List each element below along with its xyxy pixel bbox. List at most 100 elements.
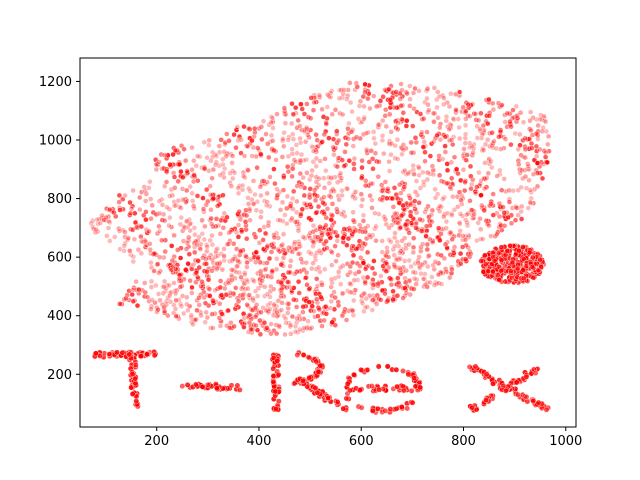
scatter-point (507, 242, 513, 249)
scatter-point (351, 297, 357, 304)
scatter-point (210, 195, 217, 202)
scatter-point (242, 270, 248, 276)
scatter-point (470, 145, 477, 152)
scatter-point (465, 251, 471, 257)
scatter-point (523, 373, 530, 380)
scatter-point (272, 388, 279, 395)
scatter-point (263, 131, 269, 137)
scatter-point (411, 105, 417, 112)
scatter-point (301, 325, 307, 331)
scatter-point (208, 252, 214, 258)
x-tick-label: 200 (144, 434, 169, 449)
scatter-point (379, 238, 385, 244)
scatter-point (206, 286, 213, 292)
scatter-point (401, 207, 408, 213)
scatter-point (187, 278, 193, 284)
scatter-point (317, 224, 323, 230)
scatter-point (406, 257, 412, 264)
scatter-point (344, 380, 351, 387)
scatter-point (176, 278, 183, 284)
scatter-point (481, 130, 487, 136)
scatter-point (494, 231, 500, 238)
scatter-point (361, 308, 367, 315)
scatter-point (513, 103, 519, 110)
scatter-point (444, 180, 450, 187)
scatter-point (336, 95, 343, 102)
scatter-point (450, 115, 456, 122)
scatter-point (383, 106, 389, 113)
scatter-point (189, 290, 195, 296)
scatter-point (221, 253, 227, 259)
scatter-point (153, 166, 160, 173)
scatter-point (450, 193, 456, 200)
scatter-point (299, 106, 305, 112)
scatter-point (411, 275, 418, 282)
scatter-point (498, 244, 505, 251)
scatter-point (264, 202, 270, 209)
scatter-point (457, 211, 464, 217)
scatter-point (238, 136, 245, 143)
scatter-point (280, 187, 287, 193)
x-tick-label: 800 (451, 434, 476, 449)
scatter-point (136, 286, 142, 293)
scatter-point (467, 163, 474, 170)
scatter-point (294, 150, 300, 156)
scatter-point (116, 192, 123, 199)
scatter-point (342, 213, 348, 219)
scatter-point (275, 398, 282, 405)
scatter-point (304, 282, 310, 288)
scatter-point (437, 136, 444, 143)
scatter-point (498, 267, 505, 274)
scatter-point (405, 371, 412, 378)
scatter-point (352, 189, 359, 195)
scatter-point (498, 257, 505, 263)
scatter-point (461, 146, 467, 152)
scatter-point (305, 132, 311, 138)
scatter-point (526, 177, 532, 184)
scatter-point (368, 148, 374, 154)
scatter-point (387, 97, 394, 103)
scatter-point (324, 104, 331, 110)
scatter-point (535, 399, 542, 406)
scatter-point (346, 157, 352, 164)
scatter-point (338, 281, 344, 287)
scatter-point (220, 225, 227, 231)
y-tick-label: 1200 (39, 75, 72, 90)
scatter-point (202, 223, 208, 230)
scatter-point (208, 325, 214, 331)
scatter-point (397, 96, 403, 102)
scatter-point (434, 104, 440, 111)
scatter-point (319, 230, 325, 236)
scatter-point (308, 250, 314, 257)
scatter-point (444, 161, 450, 167)
scatter-point (173, 202, 179, 208)
scatter-point (116, 228, 123, 234)
scatter-point (234, 124, 241, 130)
scatter-point (172, 290, 179, 297)
scatter-point (430, 238, 436, 244)
scatter-point (244, 279, 251, 285)
scatter-point (212, 162, 219, 168)
scatter-point (325, 395, 332, 401)
scatter-point (313, 358, 320, 365)
scatter-point (338, 175, 345, 181)
scatter-point (451, 154, 458, 160)
scatter-point (434, 132, 440, 139)
scatter-point (103, 214, 109, 221)
scatter-point (480, 145, 486, 152)
scatter-point (526, 166, 532, 173)
scatter-point (279, 154, 286, 160)
scatter-point (310, 159, 316, 165)
scatter-point (307, 325, 314, 332)
scatter-point (411, 286, 417, 292)
scatter-point (238, 150, 244, 156)
scatter-point (394, 105, 400, 111)
scatter-point (522, 173, 529, 180)
scatter-point (365, 95, 371, 102)
scatter-point (199, 217, 205, 224)
scatter-point (221, 210, 228, 217)
scatter-point (438, 231, 444, 237)
scatter-point (237, 216, 244, 223)
scatter-point (467, 254, 473, 260)
scatter-point (328, 188, 334, 195)
